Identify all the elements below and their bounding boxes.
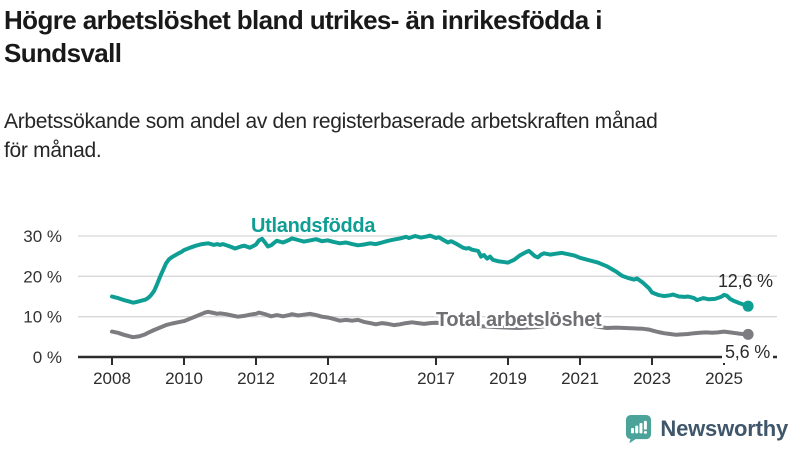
chart-subtitle-line1: Arbetssökande som andel av den registerb… [4,110,658,133]
x-axis-tick-label: 2025 [705,369,743,388]
series-line-total-arbetsloshet [110,309,751,340]
series-label-utlandsfodda: Utlandsfödda [251,215,376,237]
speech-bubble-shape [626,415,652,443]
bar-3 [639,423,643,434]
y-axis-tick-label: 0 % [33,348,62,367]
x-axis-tick-label: 2014 [309,369,347,388]
y-axis-tick-label: 20 % [23,267,62,286]
page-title-line2: Sundsvall [4,37,122,68]
y-axis-tick-label: 30 % [23,227,62,246]
end-value-label-total: 5,6 % [722,342,774,363]
exclamation-dot [644,431,648,434]
chart-subtitle: Arbetssökande som andel av den registerb… [4,108,794,166]
newsworthy-logo-icon [626,415,652,443]
series-end-dot-utlandsfodda [742,300,754,312]
series-end-dot-total-arbetsloshet [742,328,754,340]
end-value-label-utlandsfodda: 12,6 % [718,271,773,291]
x-axis-tick-label: 2008 [93,369,131,388]
x-axis-tick-label: 2017 [417,369,455,388]
page-title: Högre arbetslöshet bland utrikes- än inr… [4,4,796,70]
chart-subtitle-line2: för månad. [4,138,102,162]
x-axis-tick-label: 2019 [489,369,527,388]
x-axis-tick-label: 2023 [633,369,671,388]
x-axis-tick-label: 2021 [561,369,599,388]
x-axis-tick-label: 2010 [165,369,203,388]
series-label-total-arbetsloshet: Total arbetslöshet [436,309,602,331]
bar-1 [631,428,635,434]
series-line-utlandsfodda [110,233,751,309]
exclamation-bar [644,420,648,430]
y-axis-tick-label: 10 % [23,308,62,327]
newsworthy-logo[interactable]: Newsworthy [625,414,788,443]
newsworthy-logo-text: Newsworthy [660,415,788,441]
page-title-line1: Högre arbetslöshet bland utrikes- än inr… [4,5,602,35]
bar-2 [635,425,639,434]
x-axis-tick-label: 2012 [237,369,275,388]
